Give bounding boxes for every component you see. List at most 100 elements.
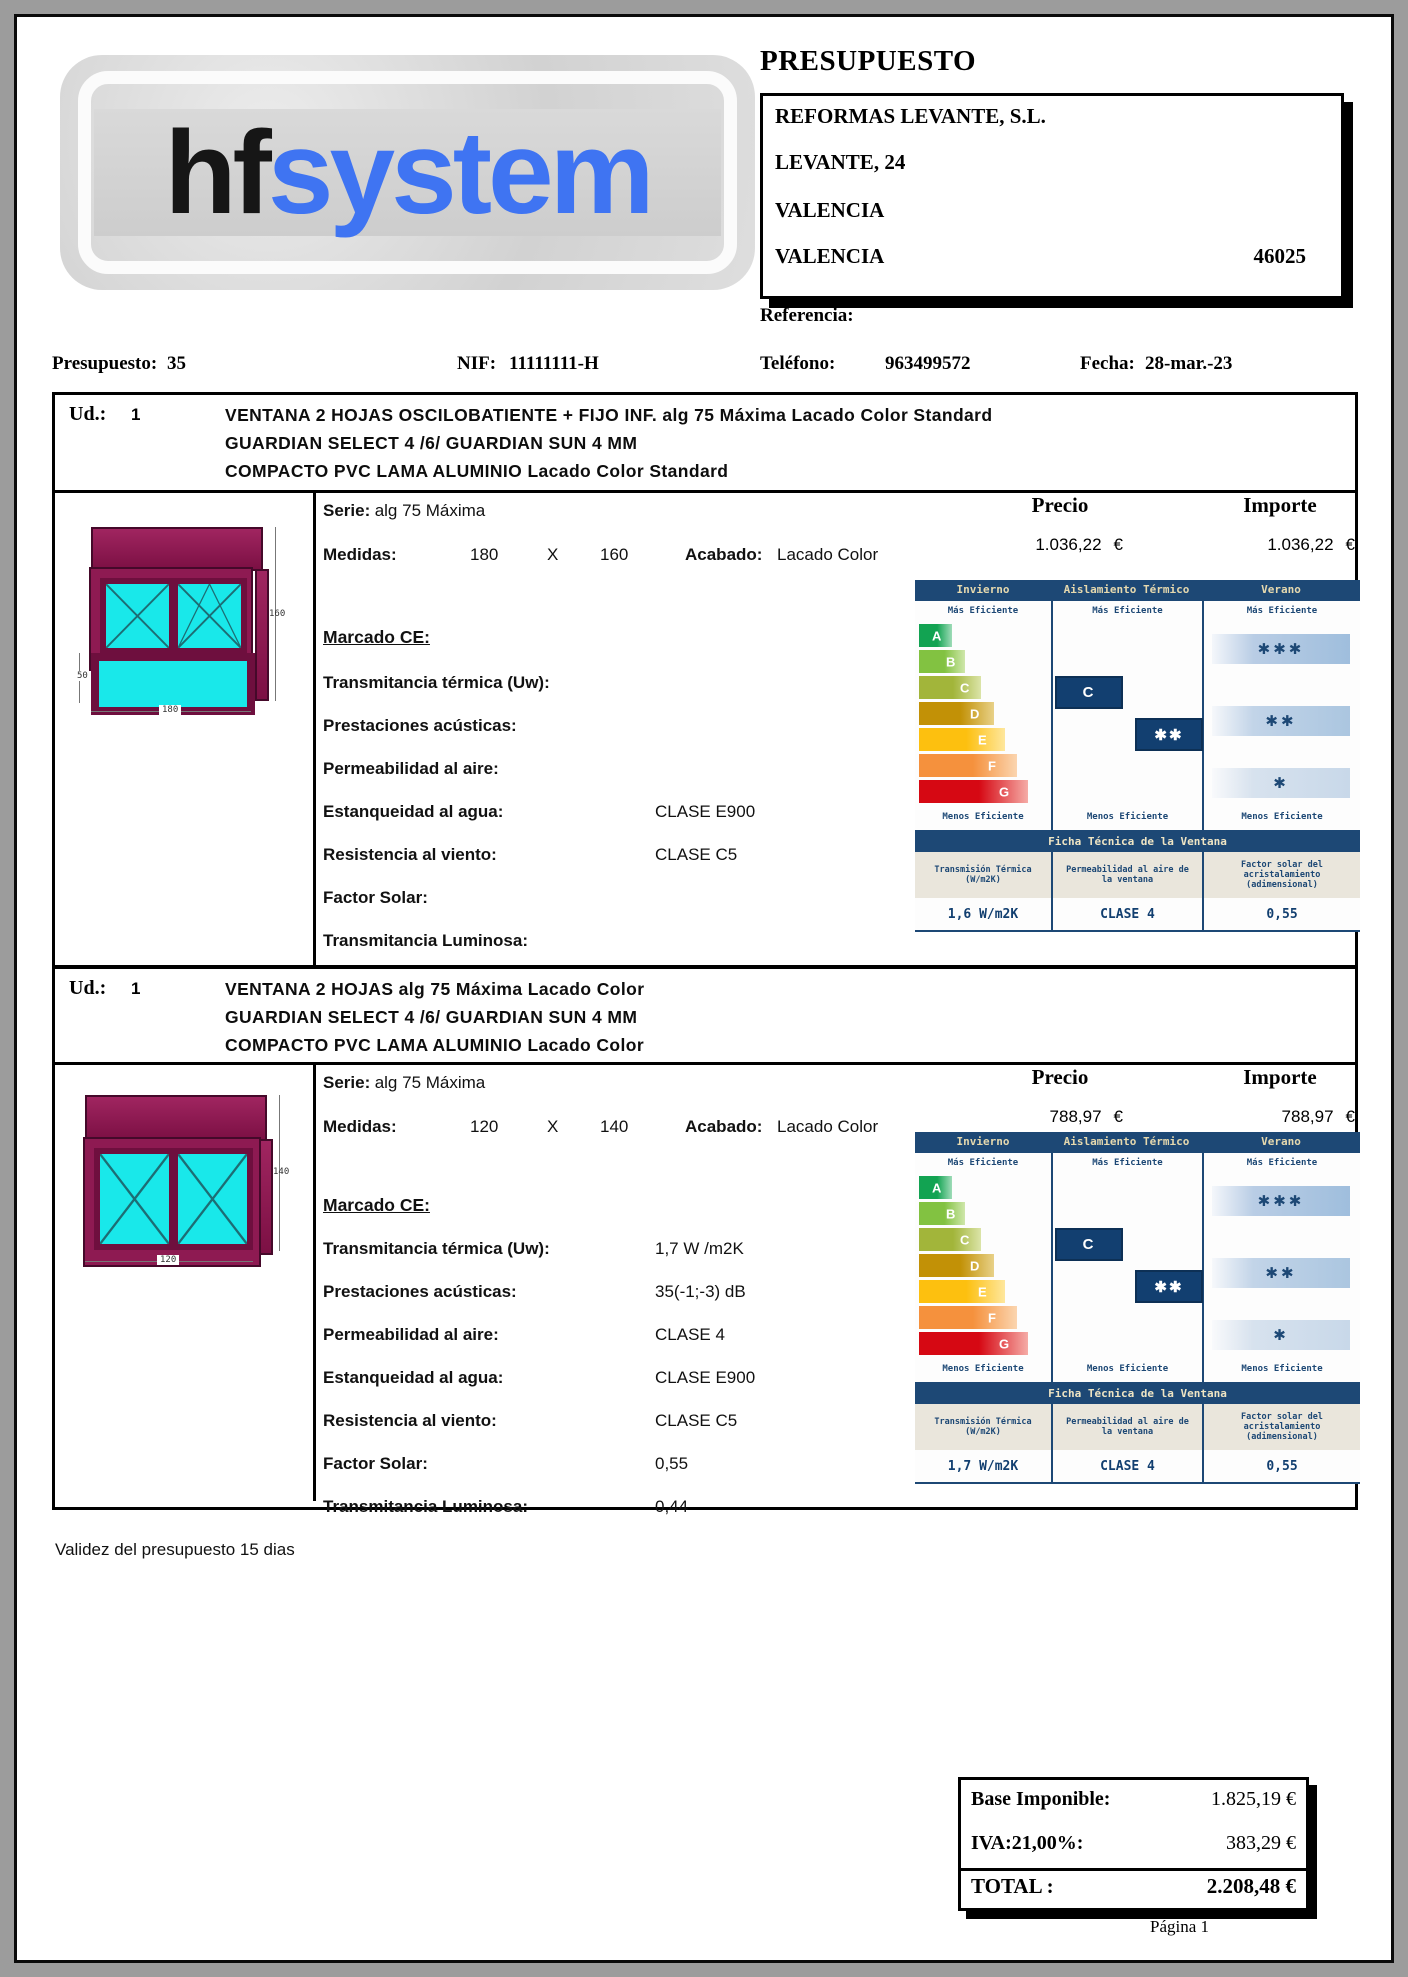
fecha-value: 28-mar.-23 — [1145, 353, 1233, 374]
bar-letter: D — [970, 1258, 980, 1273]
stars: ✱ — [1273, 1326, 1289, 1344]
marcado-label: Transmitancia térmica (Uw): — [323, 673, 550, 692]
item1-energy-rating-chart: Invierno Aislamiento Térmico Verano Más … — [915, 580, 1360, 932]
stars: ✱✱✱ — [1257, 1192, 1305, 1210]
energy-header-strip: Invierno Aislamiento Térmico Verano — [915, 1132, 1360, 1153]
energy-scale-bars: A B C D E F G — [919, 1176, 1028, 1358]
ficha-value-factor-solar: 0,55 — [1266, 906, 1298, 922]
bar-letter: A — [932, 1180, 942, 1195]
marcado-label: Transmitancia Luminosa: — [323, 931, 528, 950]
window-side-rail — [259, 1139, 273, 1255]
divider — [1051, 601, 1053, 932]
ficha-tecnica-header: Ficha Técnica de la Ventana — [915, 1382, 1360, 1404]
items-table: Ud.: 1 VENTANA 2 HOJAS OSCILOBATIENTE + … — [52, 392, 1360, 1516]
item2-serie-row: Serie: alg 75 Máxima — [323, 1073, 485, 1093]
divider — [915, 1482, 1360, 1484]
bar-letter: A — [932, 628, 942, 643]
item1-window-drawing: 160 180 50 — [77, 527, 307, 742]
bar-letter: C — [960, 680, 970, 695]
company-logo: hf system — [60, 55, 755, 290]
marcado-value: CLASE E900 — [655, 1368, 756, 1387]
ficha-value-factor-solar: 0,55 — [1266, 1458, 1298, 1474]
medidas-label: Medidas: — [323, 545, 397, 564]
marcado-value: 1,7 W /m2K — [655, 1239, 744, 1258]
bar-letter: B — [946, 654, 956, 669]
mas-eficiente-label: Más Eficiente — [947, 1158, 1019, 1168]
marcado-row: Permeabilidad al aire: — [323, 759, 943, 785]
ficha-tecnica-title: Ficha Técnica de la Ventana — [1048, 834, 1227, 848]
stars: ✱✱ — [1154, 726, 1184, 744]
energy-bar-a: A — [919, 624, 952, 647]
window-shutter-box — [91, 527, 263, 571]
energy-bar-g: G — [919, 780, 1028, 803]
item2-marcado-ce-list: Transmitancia térmica (Uw): 1,7 W /m2K Pr… — [323, 1239, 943, 1540]
client-address: LEVANTE, 24 — [775, 150, 906, 174]
marcado-label: Permeabilidad al aire: — [323, 759, 499, 778]
insulation-class-c-box: C — [1055, 1228, 1123, 1261]
bar-letter: B — [946, 1206, 956, 1221]
precio-header: Precio — [1031, 493, 1089, 517]
item1-precio-value: 1.036,22 € — [975, 535, 1123, 555]
energy-col-invierno: Invierno — [956, 583, 1010, 596]
marcado-label: Prestaciones acústicas: — [323, 1282, 517, 1301]
divider — [313, 490, 316, 965]
item1-acabado-value: Lacado Color — [777, 545, 879, 564]
item2-window-drawing: 140 120 — [77, 1095, 307, 1280]
importe-header: Importe — [1243, 493, 1317, 517]
client-postal-code: 46025 — [1253, 244, 1307, 268]
serie-label: Serie: — [323, 501, 371, 520]
dimension-line-height — [275, 527, 276, 701]
item1-serie-row: Serie: alg 75 Máxima — [323, 501, 485, 521]
nif-label: NIF: — [457, 353, 497, 374]
summer-rating-1star: ✱ — [1212, 768, 1350, 798]
marcado-label: Resistencia al viento: — [323, 845, 497, 864]
class-letter: C — [1082, 684, 1096, 701]
presupuesto-number-label: Presupuesto: — [52, 353, 158, 374]
marcado-label: Resistencia al viento: — [323, 1411, 497, 1430]
ficha-value-transmision: 1,6 W/m2K — [947, 906, 1019, 922]
marcado-row: Transmitancia térmica (Uw): 1,7 W /m2K — [323, 1239, 943, 1265]
dimension-height-label: 160 — [269, 609, 286, 619]
divider — [313, 1062, 316, 1501]
acabado-label: Acabado: — [685, 545, 763, 564]
marcado-row: Permeabilidad al aire: CLASE 4 — [323, 1325, 943, 1351]
total-value: 2.208,48 € — [1206, 1874, 1296, 1898]
marcado-row: Estanqueidad al agua: CLASE E900 — [323, 802, 943, 828]
medidas-x-separator: X — [547, 1117, 559, 1136]
energy-header-strip: Invierno Aislamiento Térmico Verano — [915, 580, 1360, 601]
euro-sign: € — [1345, 1107, 1355, 1126]
precio-amount: 1.036,22 — [1035, 535, 1102, 554]
marcado-label: Estanqueidad al agua: — [323, 1368, 504, 1387]
bar-letter: C — [960, 1232, 970, 1247]
bar-letter: G — [999, 1336, 1010, 1351]
ficha-col-permeabilidad: Permeabilidad al aire de la ventana — [1053, 852, 1202, 898]
item1-medidas-width: 180 — [470, 545, 499, 564]
document-page: hf system PRESUPUESTO REFORMAS LEVANTE, S… — [14, 14, 1394, 1963]
summer-rating-2stars: ✱✱ — [1212, 1258, 1350, 1288]
serie-label: Serie: — [323, 1073, 371, 1092]
telefono-label: Teléfono: — [760, 353, 836, 374]
ficha-value-permeabilidad: CLASE 4 — [1100, 1458, 1155, 1474]
bar-letter: F — [988, 1310, 996, 1325]
insulation-stars-box: ✱✱ — [1135, 718, 1203, 751]
client-city: VALENCIA — [775, 198, 885, 222]
window-sash-left — [94, 1148, 175, 1250]
ficha-col-factor-solar: Factor solar del acristalamiento (adimen… — [1204, 1404, 1360, 1450]
menos-eficiente-label: Menos Eficiente — [1241, 812, 1323, 822]
item1-serie-value: alg 75 Máxima — [374, 501, 486, 520]
validity-note: Validez del presupuesto 15 dias — [55, 1540, 295, 1559]
item2-description: VENTANA 2 HOJAS alg 75 Máxima Lacado Col… — [225, 975, 1325, 1059]
sash-x-mark — [100, 1154, 169, 1244]
insulation-class-c-box: C — [1055, 676, 1123, 709]
mas-eficiente-label: Más Eficiente — [1246, 1158, 1318, 1168]
energy-col-aislamiento: Aislamiento Térmico — [1063, 1135, 1190, 1148]
marcado-label: Estanqueidad al agua: — [323, 802, 504, 821]
item1-description-line1: VENTANA 2 HOJAS OSCILOBATIENTE + FIJO IN… — [225, 405, 993, 425]
marcado-label: Factor Solar: — [323, 888, 428, 907]
energy-bar-f: F — [919, 1306, 1017, 1329]
energy-bar-f: F — [919, 754, 1017, 777]
item1-description-line2: GUARDIAN SELECT 4 /6/ GUARDIAN SUN 4 MM — [225, 433, 638, 453]
total-label: TOTAL : — [971, 1874, 1054, 1898]
menos-eficiente-label: Menos Eficiente — [1086, 1364, 1169, 1374]
menos-eficiente-label: Menos Eficiente — [1241, 1364, 1323, 1374]
